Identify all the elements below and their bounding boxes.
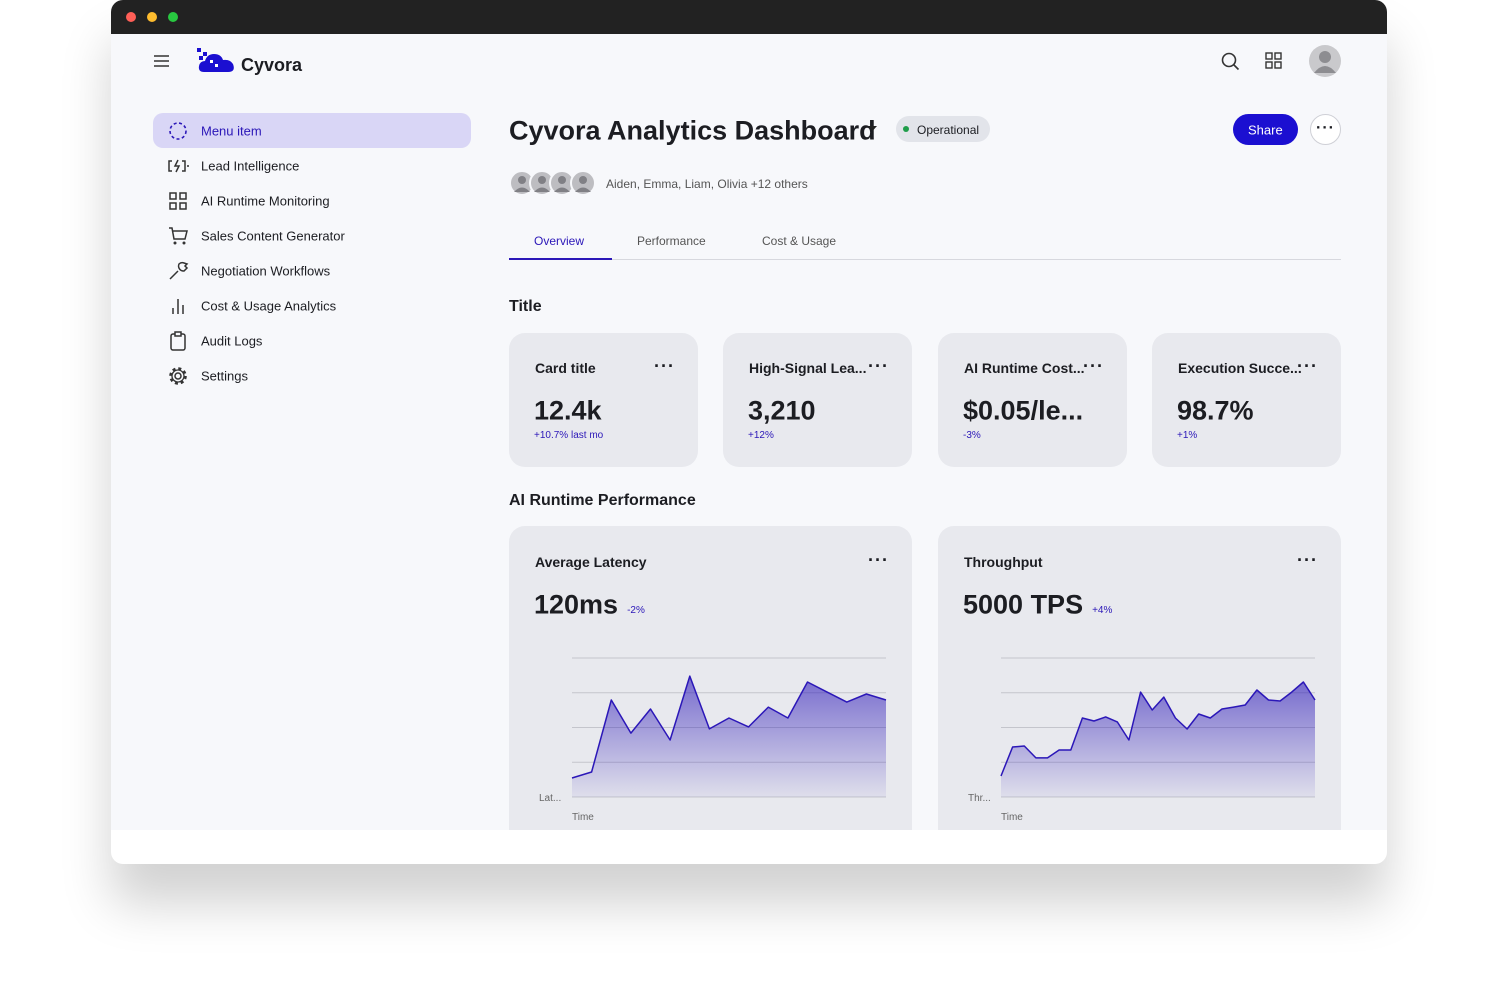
nav-icon (172, 299, 184, 314)
kpi-change: +12% (748, 430, 774, 441)
chart-value: 120ms (534, 589, 619, 620)
user-avatar[interactable] (1309, 45, 1341, 77)
tab[interactable]: Performance (637, 234, 706, 248)
collaborators: Aiden, Emma, Liam, Olivia +12 others (606, 177, 808, 191)
share-button[interactable] (1233, 114, 1298, 145)
chart-change: +4% (1092, 605, 1113, 616)
nav-item-active[interactable] (153, 113, 471, 148)
kpi-title: Card title (535, 360, 596, 376)
area-fill (1001, 682, 1315, 797)
section-title: Title (509, 298, 542, 315)
maximize-button[interactable] (168, 12, 178, 22)
logo-icon (197, 48, 234, 72)
title-bar (111, 0, 1387, 34)
area-chart: Lat... Time (539, 657, 887, 823)
nav-icon (168, 159, 189, 173)
viewport: Cyvora Menu item Lead Intelligence AI Runt… (111, 34, 1387, 830)
tab-active[interactable]: Overview (534, 234, 585, 248)
chart-title: Average Latency (535, 554, 647, 570)
kpi-menu[interactable]: ··· (1297, 356, 1318, 377)
section-title: AI Runtime Performance (509, 492, 696, 509)
nav-label[interactable]: Menu item (201, 123, 262, 139)
more-button[interactable] (1310, 114, 1341, 145)
nav-icon (169, 122, 187, 140)
tab-indicator (509, 258, 612, 260)
chart-title: Throughput (964, 554, 1043, 570)
dashboard-title: Cyvora Analytics Dashboard (509, 115, 876, 146)
chart-menu[interactable]: ··· (1297, 550, 1318, 571)
kpi-card (1152, 333, 1341, 467)
kpi-menu[interactable]: ··· (1083, 356, 1104, 377)
chart-change: -2% (627, 605, 645, 616)
status-dot (903, 126, 909, 132)
nav-label[interactable]: AI Runtime Monitoring (201, 193, 330, 209)
kpi-menu[interactable]: ··· (868, 356, 889, 377)
app: Cyvora Menu item Lead Intelligence AI Runt… (111, 34, 1387, 830)
nav-icon (169, 367, 187, 385)
nav-icon (169, 261, 189, 280)
close-button[interactable] (126, 12, 136, 22)
status-pill (896, 116, 990, 142)
collaborator-avatars (509, 170, 596, 196)
tab-divider (509, 259, 1341, 260)
kpi-change: -3% (963, 430, 981, 441)
nav-label[interactable]: Cost & Usage Analytics (201, 298, 337, 314)
kpi-change: +1% (1177, 430, 1198, 441)
area-line (1000, 681, 1316, 777)
chart-value: 5000 TPS (963, 589, 1084, 620)
nav-label[interactable]: Negotiation Workflows (201, 263, 331, 279)
nav-icon (169, 227, 188, 245)
kpi-card (509, 333, 698, 467)
kpi-title: High-Signal Lea... (749, 360, 867, 376)
kpi-value: 12.4k (534, 395, 602, 426)
kpi-value: 3,210 (748, 395, 816, 426)
nav-label[interactable]: Lead Intelligence (201, 158, 300, 174)
kpi-value: 98.7% (1177, 395, 1254, 426)
area-fill (572, 676, 886, 797)
kpi-change: +10.7% last mo (534, 430, 604, 441)
chart-menu[interactable]: ··· (868, 550, 889, 571)
nav-icon (170, 331, 186, 351)
area-chart: Thr... Time (968, 657, 1316, 823)
nav-label[interactable]: Audit Logs (201, 333, 263, 349)
kpi-card (938, 333, 1127, 467)
status-text: Operational (917, 123, 980, 137)
search-icon[interactable] (1220, 51, 1240, 71)
y-axis-label: Thr... (968, 793, 991, 804)
nav-icon (169, 192, 187, 210)
title-dropdown[interactable] (867, 125, 879, 133)
kpi-menu[interactable]: ··· (654, 356, 675, 377)
kpi-value: $0.05/le... (963, 395, 1084, 426)
area-line (571, 675, 887, 779)
x-axis-label: Time (572, 812, 594, 823)
apps-icon[interactable] (1265, 52, 1283, 70)
menu-icon[interactable] (152, 53, 172, 69)
x-axis-label: Time (1001, 812, 1023, 823)
y-axis-label: Lat... (539, 793, 561, 804)
kpi-title: AI Runtime Cost... (964, 360, 1085, 376)
share-label[interactable]: Share (1248, 122, 1283, 138)
nav-label[interactable]: Settings (201, 368, 248, 384)
minimize-button[interactable] (147, 12, 157, 22)
kpi-card (723, 333, 912, 467)
more-icon[interactable]: ··· (1316, 119, 1335, 137)
tab[interactable]: Cost & Usage (762, 234, 837, 248)
kpi-title: Execution Succe... (1178, 360, 1302, 376)
nav-label[interactable]: Sales Content Generator (201, 228, 345, 244)
brand: Cyvora (241, 55, 303, 75)
